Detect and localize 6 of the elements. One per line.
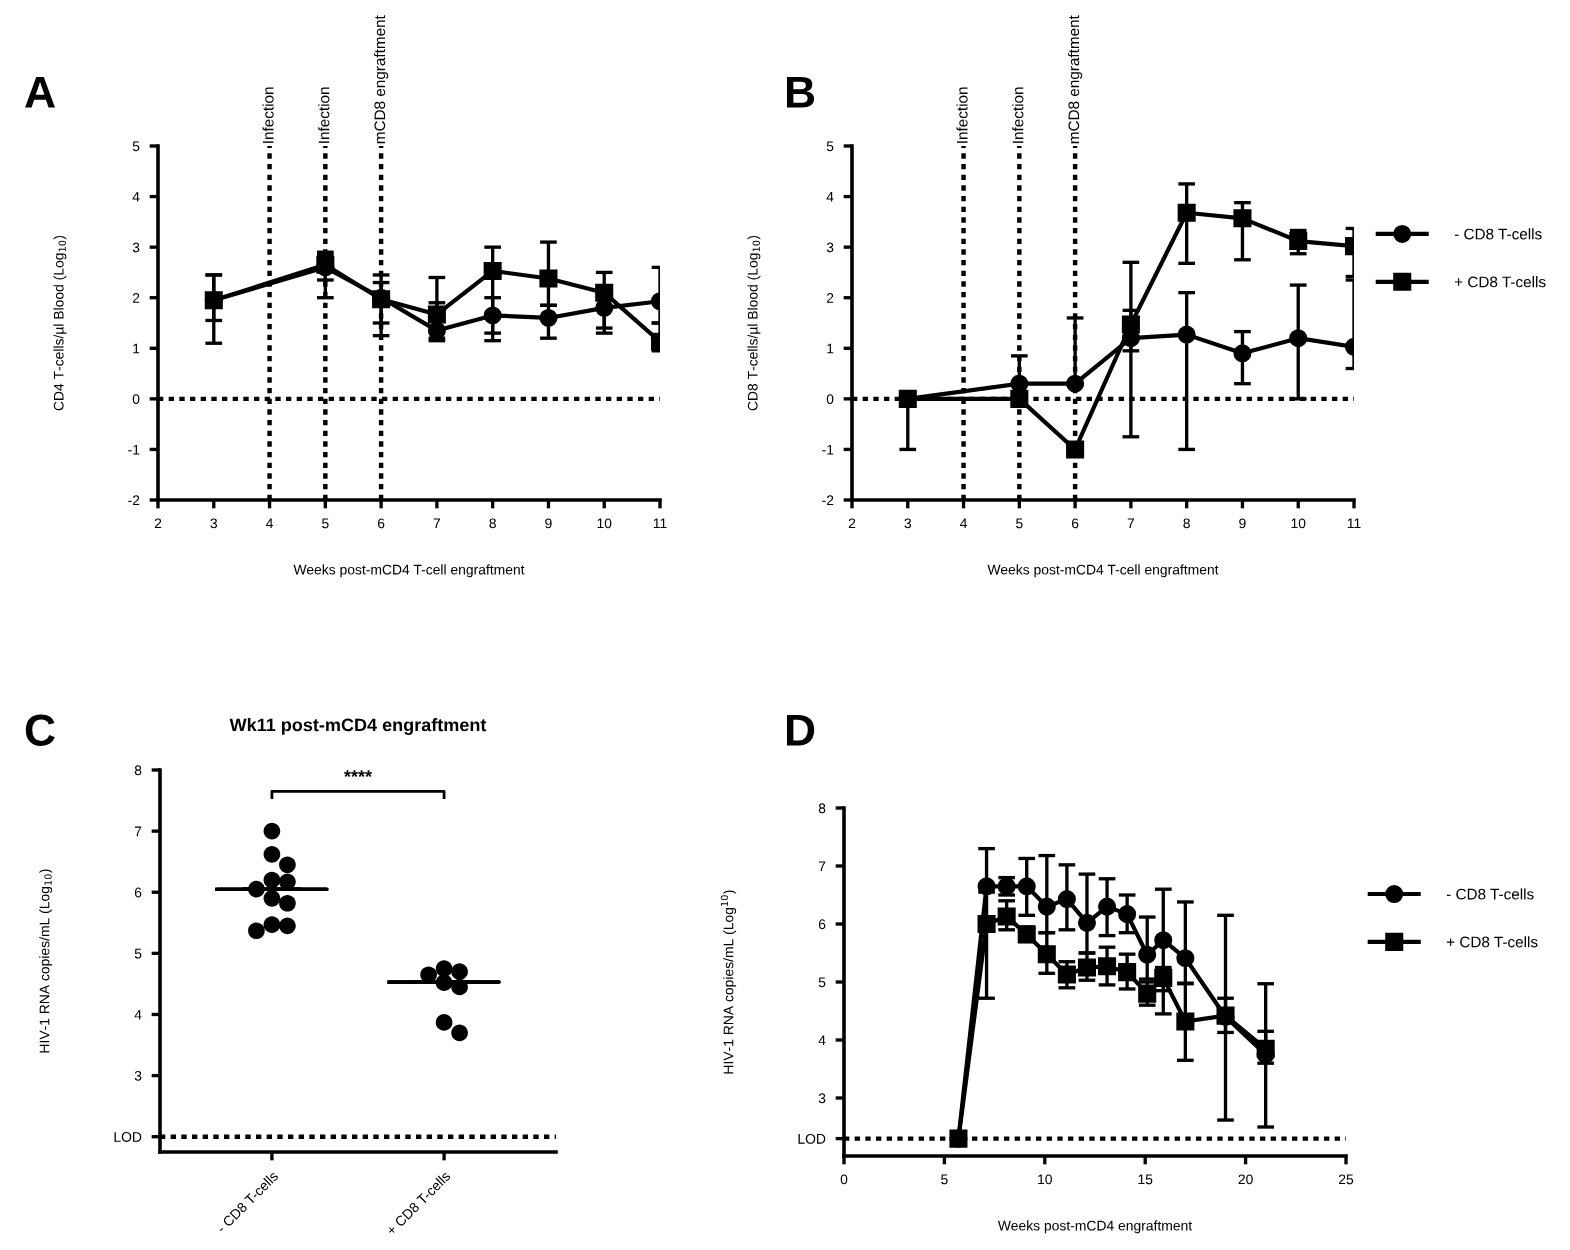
text: C xyxy=(25,714,55,746)
text: A xyxy=(25,76,55,108)
chart-title: Wk11 post-mCD4 engraftment xyxy=(229,718,487,735)
annotation: **** xyxy=(344,770,373,778)
text: B xyxy=(786,76,815,108)
text: D xyxy=(786,714,815,746)
